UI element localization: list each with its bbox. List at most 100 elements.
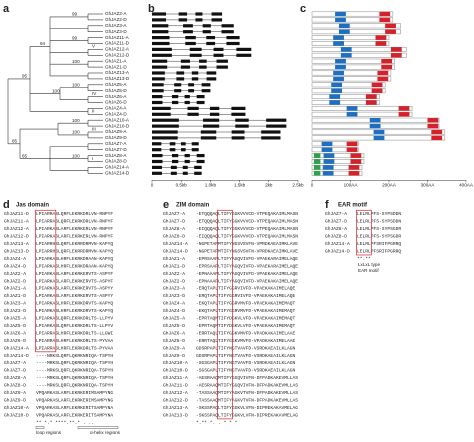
sequence-name: GhJAZ13-A bbox=[163, 405, 188, 411]
sequence-name: GhJAZ9-D bbox=[4, 397, 26, 403]
sequence-name: GhJAZ2-D bbox=[163, 278, 185, 284]
sequence: LPIARKASLARFLEKRKERVTS-ASPYY bbox=[36, 286, 113, 292]
gene-label: GhJAZ10-A bbox=[105, 117, 130, 122]
jas-domain bbox=[381, 64, 393, 70]
exon bbox=[171, 95, 179, 99]
sequence-name: GhJAZ3-D bbox=[4, 308, 26, 314]
sequence: VPQARKASLARFLEKRKERIMSAMPYNG bbox=[36, 390, 113, 396]
gene-label: GhJAZ5-D bbox=[105, 88, 127, 93]
sequence-name: GhJAZ13-D bbox=[163, 412, 188, 418]
sequence-name: GhJAZ14-A bbox=[325, 241, 350, 247]
exon bbox=[188, 89, 195, 93]
jas-domain bbox=[427, 118, 439, 123]
tify-domain bbox=[369, 123, 381, 129]
jas-domain bbox=[390, 53, 402, 58]
sequence-name: GhJAZ7-D bbox=[163, 219, 185, 225]
tify-domain bbox=[329, 94, 341, 99]
tify-domain bbox=[321, 147, 333, 152]
x-tick-label: 300AA bbox=[421, 183, 436, 188]
exon bbox=[202, 30, 211, 34]
gene-label: GhJAZ6-D bbox=[105, 100, 127, 105]
exon bbox=[184, 154, 190, 158]
protein bbox=[311, 164, 363, 170]
exon bbox=[266, 118, 287, 122]
sequence: -ERRTAQLTIFYGGKVMVFD-VPADKAKAIMELAAE bbox=[196, 330, 295, 336]
bootstrap-value: 94 bbox=[40, 41, 46, 46]
bootstrap-value: 99 bbox=[72, 35, 78, 40]
exon bbox=[231, 136, 245, 140]
gene-label: GhJAZ2-D bbox=[105, 17, 127, 22]
exon bbox=[152, 130, 178, 134]
x-tick-label: 0 bbox=[151, 183, 154, 188]
sequence-name: GhJAZ5-A bbox=[163, 316, 185, 322]
jas-domain bbox=[431, 129, 443, 135]
exon bbox=[266, 124, 287, 128]
sequence: -TASSAAQMTIFYAGKVTVFN-DFPADKAKEVMLLAS bbox=[196, 397, 298, 403]
panel-label: c bbox=[300, 3, 306, 15]
sequence-name: GhJAZ1-D bbox=[4, 293, 26, 299]
tify-domain bbox=[333, 41, 344, 46]
sequence: VPQARKASLARFLEKRKERITSAMPYNA bbox=[36, 405, 113, 411]
sequence-name: GhJAZ3-A bbox=[4, 301, 26, 307]
motif-box bbox=[356, 209, 372, 256]
gene-label: GhJAZ1-A bbox=[105, 58, 127, 63]
jas-domain bbox=[390, 47, 402, 52]
protein bbox=[311, 52, 407, 58]
gene-label: GhJAZ11-A bbox=[105, 35, 130, 40]
panel-title: ZIM domain bbox=[176, 203, 210, 209]
exon bbox=[174, 83, 182, 87]
protein bbox=[311, 29, 401, 35]
protein bbox=[311, 70, 392, 76]
exon bbox=[216, 65, 228, 69]
tify-domain bbox=[338, 23, 350, 28]
sequence-name: GhJAZ2-A bbox=[163, 271, 185, 277]
sequence: -AESRAAQMTIFYGGQVIVFN-DFPADKAKEVMLLAS bbox=[196, 383, 298, 389]
helix-key bbox=[77, 426, 119, 429]
sequence-name: GhJAZ12-A bbox=[4, 226, 29, 232]
jas-domain bbox=[350, 159, 362, 164]
jas-domain bbox=[346, 147, 358, 152]
gene-label: GhJAZ12-A bbox=[105, 47, 130, 52]
sequence-name: GhJAZ4-D bbox=[163, 308, 185, 314]
exon bbox=[152, 53, 172, 57]
exon bbox=[152, 142, 162, 146]
exon bbox=[152, 124, 179, 128]
x-tick-label: 100AA bbox=[344, 183, 359, 188]
tify-domain bbox=[335, 64, 346, 70]
gene-label: GhJAZ2-A bbox=[105, 11, 127, 16]
exon bbox=[169, 142, 176, 146]
exon bbox=[201, 89, 211, 93]
exon bbox=[180, 59, 190, 63]
exon bbox=[174, 89, 182, 93]
exon bbox=[152, 165, 162, 169]
exon bbox=[199, 65, 207, 69]
exon bbox=[194, 171, 202, 175]
gene-label: GhJAZ4-D bbox=[105, 112, 127, 117]
gene-label: GhJAZ8-D bbox=[105, 159, 127, 164]
panel-label: e bbox=[163, 199, 169, 211]
tify-domain bbox=[321, 141, 333, 146]
exon bbox=[213, 47, 224, 51]
gene-label: GhJAZ5-A bbox=[105, 82, 127, 87]
sequence-name: GhJAZ14-A bbox=[4, 345, 29, 351]
sequence: -EPNAAAPLTIFYAGQVIVFD-VPAEKAKAIMELAQE bbox=[196, 278, 298, 284]
exon bbox=[183, 30, 193, 34]
x-tick-label: 2.5kb bbox=[292, 183, 304, 188]
ear-motif bbox=[313, 171, 321, 176]
tify-domain bbox=[323, 153, 335, 158]
exon bbox=[195, 12, 203, 16]
sequence-name: GhJAZ7-A bbox=[163, 211, 185, 217]
clade-label: II bbox=[92, 109, 95, 114]
sequence: -SKSSPAQLTIFYGGKVLVFN-DIPREKAKAVMELAG bbox=[196, 412, 298, 418]
gene-label: GhJAZ7-D bbox=[105, 147, 127, 152]
sequence-name: GhJAZ5-A bbox=[4, 316, 26, 322]
exon bbox=[206, 41, 216, 46]
sequence: GDSRPAPLTIFYNGTVAVFD-VSRDKAEAILKLAGN bbox=[196, 353, 295, 359]
protein bbox=[311, 46, 407, 52]
gene-label: GhJAZ3-D bbox=[105, 29, 127, 34]
jas-domain bbox=[350, 153, 362, 158]
sequence: LPIARKASLARFLEKRKERVTS-ASPYY bbox=[36, 293, 113, 299]
x-tick-label: 1.0kb bbox=[205, 183, 217, 188]
exon bbox=[261, 130, 281, 134]
gene-label: GhJAZ13-A bbox=[105, 70, 130, 75]
